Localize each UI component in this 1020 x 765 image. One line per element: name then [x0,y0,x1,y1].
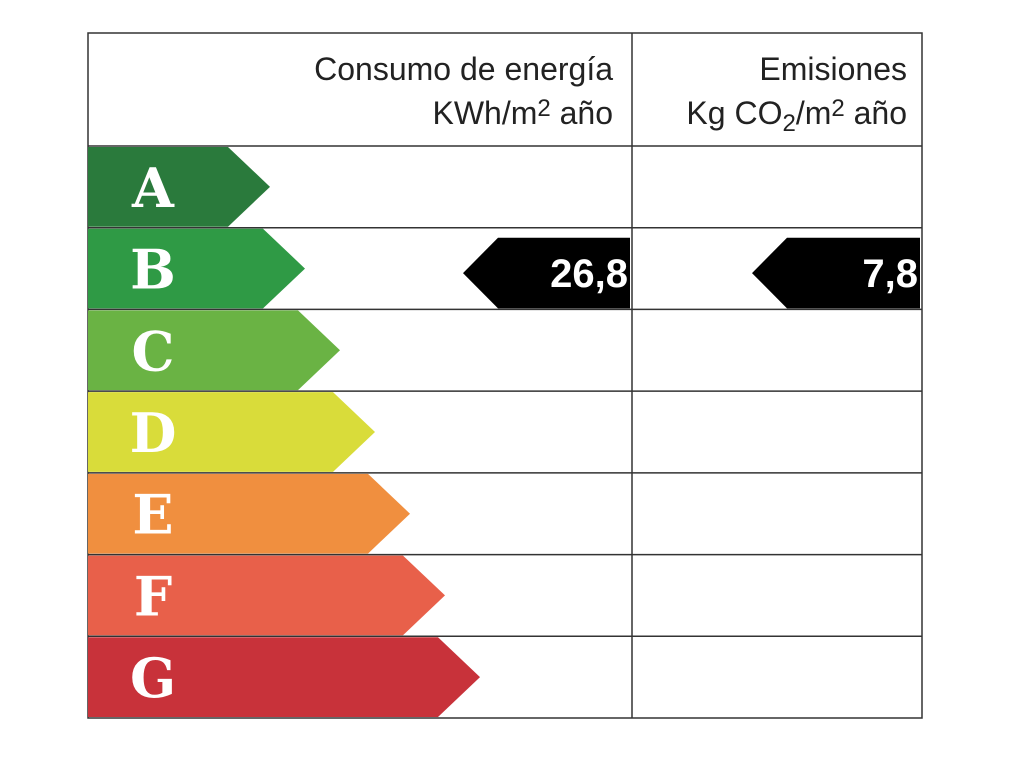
rating-arrow [88,555,445,636]
rating-letter: F [134,564,172,628]
rating-letter: B [130,238,176,302]
header-text: KWh/m [432,95,537,131]
header-text: año [845,95,907,131]
header-text: Consumo de energía [314,51,613,87]
header-text: 2 [537,95,550,122]
header-text: /m [796,95,832,131]
rating-arrow [88,473,410,554]
header-text: Emisiones [759,51,907,87]
rating-letter: G [130,646,176,710]
rating-arrow [88,228,305,309]
rating-arrow [88,637,480,717]
energy-unit: KWh/m2 año [432,95,613,131]
energy-value: 26,8 [550,252,628,296]
rating-letter: D [130,401,177,465]
rating-arrow [88,392,375,472]
emissions-marker [752,237,920,309]
rating-letter: A [131,156,175,220]
energy-marker [463,237,630,309]
rating-arrow [88,310,340,391]
header-text: Kg CO [686,95,782,131]
energy-heading: Consumo de energía [314,51,613,87]
rating-arrow [88,147,270,227]
rating-letter: C [132,319,175,383]
header-text: 2 [782,110,795,137]
rating-letter: E [132,483,173,547]
emissions-value: 7,8 [862,252,918,296]
emissions-unit: Kg CO2/m2 año [686,95,907,137]
header-text: año [551,95,613,131]
header-text: 2 [831,95,844,122]
emissions-heading: Emisiones [759,51,907,87]
